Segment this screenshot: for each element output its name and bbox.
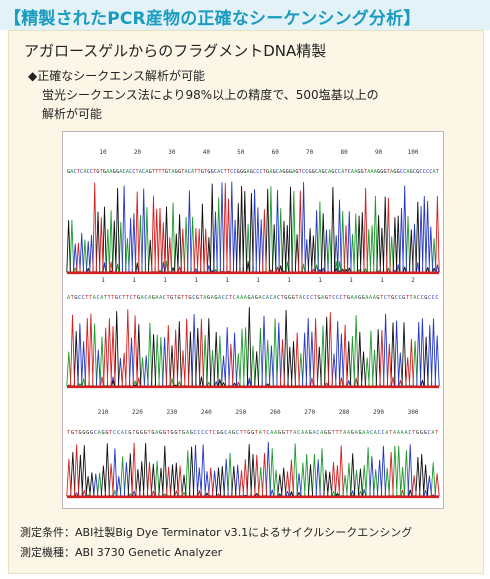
section-subtitle: アガロースゲルからのフラグメントDNA精製	[24, 42, 327, 60]
base-position-tick: 220	[132, 409, 143, 416]
base-position-tick: 270	[304, 409, 315, 416]
base-position-tick: 260	[270, 409, 281, 416]
base-position-tick: 1	[132, 277, 136, 284]
chromatogram-panel: 10 20 30 40 50 60 70 80 90 100 GACTCACCTGTGAAGGACA…	[66, 149, 440, 275]
base-position-tick: 2	[411, 277, 415, 284]
base-position-tick: 300	[408, 409, 419, 416]
base-position-tick: 1	[349, 277, 353, 284]
base-position-tick: 50	[237, 149, 245, 156]
base-position-tick: 70	[306, 149, 314, 156]
base-call-sequence: TGTGGGGCAGGTCCACGTGGGTGAGGTGGTGAGCCCCTCG…	[67, 430, 438, 436]
base-position-tick: 1	[318, 277, 322, 284]
base-call-sequence: GACTCACCTGTGAAGGACACCTACAGTTTTGTAGGTACAT…	[67, 169, 439, 175]
base-position-tick: 210	[98, 409, 109, 416]
trace-c	[67, 441, 439, 497]
base-position-tick: 1	[163, 277, 167, 284]
base-position-tick: 240	[201, 409, 212, 416]
trace-a	[67, 186, 439, 273]
base-position-tick: 1	[287, 277, 291, 284]
description-line-2: 解析が可能	[42, 107, 103, 121]
base-position-tick: 1	[256, 277, 260, 284]
base-position-tick: 90	[375, 149, 383, 156]
trace-g	[66, 183, 439, 273]
base-position-tick: 10	[99, 149, 107, 156]
base-position-tick: 1	[101, 277, 105, 284]
base-position-tick: 40	[203, 149, 211, 156]
base-position-tick: 100	[408, 149, 419, 156]
trace-t	[67, 182, 440, 273]
chromatogram-figure: 10 20 30 40 50 60 70 80 90 100 GACTCACCTGTGAAGGACA…	[62, 131, 444, 509]
chromatogram-svg: 10 20 30 40 50 60 70 80 90 100 GACTCACCTGTGAAGGACA…	[66, 149, 440, 499]
trace-t	[67, 309, 439, 387]
base-position-tick: 280	[339, 409, 350, 416]
chromatogram-panel: 1 1 1 1 1 1 1 1 1 1 2 ATGCCTTACATTTGCTTCTGACAGAACTG…	[66, 277, 440, 389]
header-title: 【精製されたPCR産物の正確なシーケンシング分析】	[4, 9, 421, 29]
base-position-tick: 1	[225, 277, 229, 284]
trace-t	[66, 442, 440, 497]
base-position-tick: 20	[134, 149, 142, 156]
base-position-tick: 30	[168, 149, 176, 156]
base-position-tick: 250	[235, 409, 246, 416]
chromatogram-panel: 210 220 230 240 250 260 270 280 290 300 TGTGGGGCAG…	[66, 409, 440, 499]
bullet-point: ◆正確なシークエンス解析が可能	[28, 69, 205, 83]
base-position-tick: 230	[166, 409, 177, 416]
base-call-sequence: ATGCCTTACATTTGCTTCTGACAGAACTGTGTTGCGTAGA…	[67, 295, 438, 301]
header-banner: 【精製されたPCR産物の正確なシーケンシング分析】	[0, 0, 490, 30]
measurement-instrument: 測定機種：ABI 3730 Genetic Analyzer	[20, 546, 223, 559]
base-position-tick: 1	[194, 277, 198, 284]
base-position-tick: 60	[272, 149, 280, 156]
description-line-1: 蛍光シークエンス法により98%以上の精度で、500塩基以上の	[42, 88, 379, 102]
base-position-tick: 80	[340, 149, 348, 156]
measurement-conditions: 測定条件：ABI社製Big Dye Terminator v3.1によるサイクル…	[20, 526, 413, 539]
base-position-tick: 1	[380, 277, 384, 284]
base-position-tick: 290	[373, 409, 384, 416]
trace-a	[67, 443, 439, 497]
